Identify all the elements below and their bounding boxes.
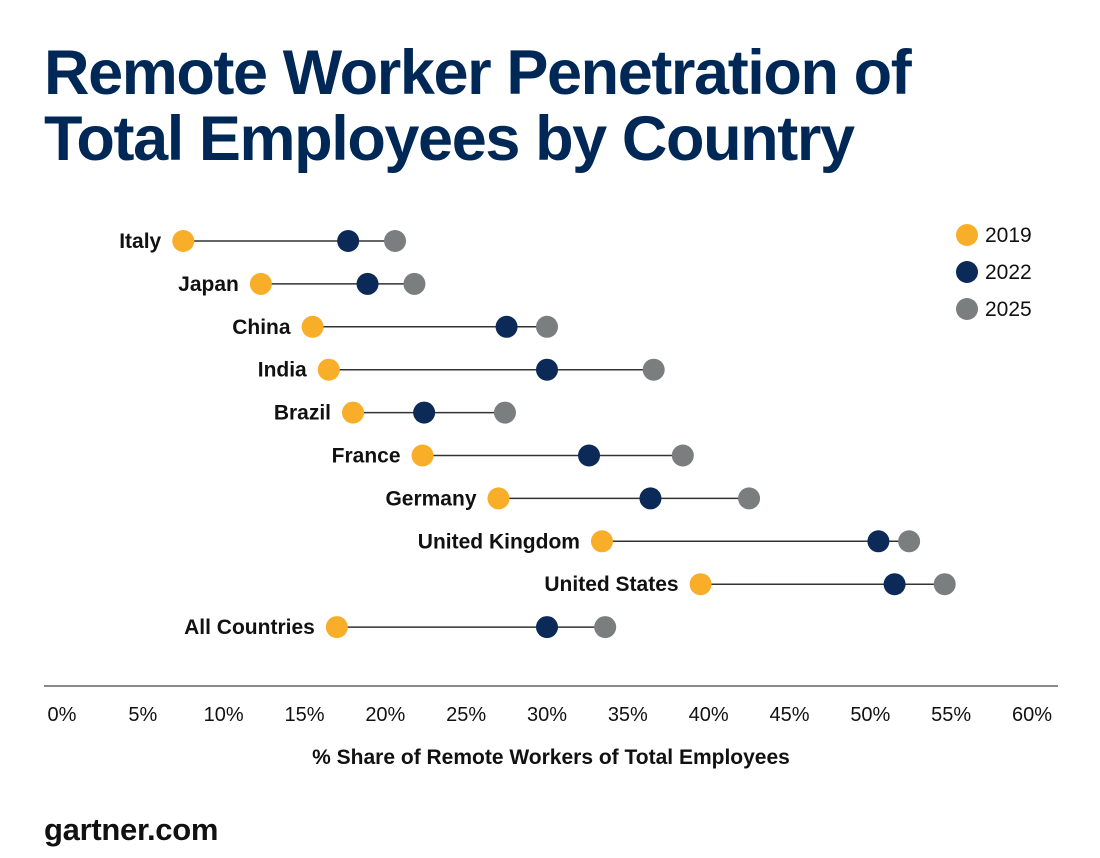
category-label: United States xyxy=(544,573,678,596)
legend-item-2025: 2025 xyxy=(956,298,1032,321)
legend-swatch xyxy=(956,224,978,246)
point-2022-china xyxy=(495,315,518,338)
x-axis-label: % Share of Remote Workers of Total Emplo… xyxy=(312,746,790,769)
x-tick-label: 10% xyxy=(204,704,244,726)
row-china: China xyxy=(232,315,558,339)
legend-swatch xyxy=(956,261,978,283)
row-all-countries: All Countries xyxy=(184,616,617,639)
category-label: Japan xyxy=(178,273,239,296)
point-2025-india xyxy=(642,358,665,381)
point-2019-china xyxy=(301,315,324,338)
category-label: All Countries xyxy=(184,616,315,639)
x-tick-label: 0% xyxy=(48,704,77,726)
point-2022-germany xyxy=(639,487,662,510)
x-tick-label: 20% xyxy=(365,704,405,726)
legend-item-2022: 2022 xyxy=(956,261,1032,284)
point-2019-brazil xyxy=(342,401,364,424)
row-germany: Germany xyxy=(385,487,761,510)
category-label: Brazil xyxy=(274,402,331,425)
category-label: Germany xyxy=(385,487,476,510)
point-2022-italy xyxy=(337,230,360,252)
x-tick-label: 30% xyxy=(527,704,567,726)
row-india: India xyxy=(258,358,665,382)
point-2025-united-kingdom xyxy=(898,530,921,553)
point-2022-all-countries xyxy=(536,616,558,639)
point-2019-united-kingdom xyxy=(590,530,613,553)
point-2022-united-states xyxy=(883,573,906,596)
point-2025-japan xyxy=(403,272,426,295)
point-2019-united-states xyxy=(689,573,712,596)
row-united-states: United States xyxy=(544,573,956,596)
x-tick-label: 55% xyxy=(931,704,971,726)
x-tick-label: 5% xyxy=(128,704,157,726)
point-2019-india xyxy=(317,358,340,381)
legend-item-2019: 2019 xyxy=(956,224,1032,247)
point-2022-france xyxy=(578,444,601,467)
category-label: United Kingdom xyxy=(418,530,580,553)
point-2019-all-countries xyxy=(325,616,348,639)
category-label: India xyxy=(258,359,307,382)
point-2025-united-states xyxy=(933,573,956,596)
point-2025-germany xyxy=(738,487,761,510)
x-tick-label: 15% xyxy=(284,704,324,726)
legend-label: 2022 xyxy=(985,261,1032,284)
point-2022-india xyxy=(536,358,558,381)
point-2019-germany xyxy=(487,487,510,510)
point-2022-united-kingdom xyxy=(867,530,890,553)
chart-title-line-1: Remote Worker Penetration of xyxy=(44,38,912,108)
row-united-kingdom: United Kingdom xyxy=(418,530,921,553)
legend-swatch xyxy=(956,298,978,320)
legend-label: 2019 xyxy=(985,224,1032,247)
category-label: France xyxy=(332,445,401,468)
point-2025-china xyxy=(536,315,558,338)
row-japan: Japan xyxy=(178,272,426,296)
source-credit: gartner.com xyxy=(44,812,219,847)
x-tick-label: 45% xyxy=(769,704,809,726)
legend-label: 2025 xyxy=(985,298,1032,321)
x-tick-label: 50% xyxy=(850,704,890,726)
x-tick-label: 60% xyxy=(1012,704,1052,726)
point-2019-france xyxy=(411,444,434,467)
category-label: China xyxy=(232,316,291,339)
x-tick-label: 25% xyxy=(446,704,486,726)
point-2022-brazil xyxy=(413,401,436,424)
point-2025-france xyxy=(671,444,694,467)
point-2022-japan xyxy=(356,272,379,295)
row-italy: Italy xyxy=(119,230,407,253)
category-label: Italy xyxy=(119,230,161,253)
chart-title-line-2: Total Employees by Country xyxy=(44,104,855,174)
row-france: France xyxy=(332,444,694,468)
x-tick-label: 40% xyxy=(689,704,729,726)
row-brazil: Brazil xyxy=(274,401,516,425)
point-2025-italy xyxy=(384,230,407,252)
point-2025-brazil xyxy=(493,401,516,424)
x-tick-label: 35% xyxy=(608,704,648,726)
point-2025-all-countries xyxy=(594,616,617,639)
point-2019-japan xyxy=(249,272,272,295)
chart-title: Remote Worker Penetration of Total Emplo… xyxy=(44,40,1074,172)
legend: 2019 2022 2025 xyxy=(956,224,1032,321)
point-2019-italy xyxy=(172,230,195,252)
x-axis-tick-labels: 0% 5% 10% 15% 20% 25% 30% 35% 40% 45% 50% 55% 60% xyxy=(48,704,1053,726)
